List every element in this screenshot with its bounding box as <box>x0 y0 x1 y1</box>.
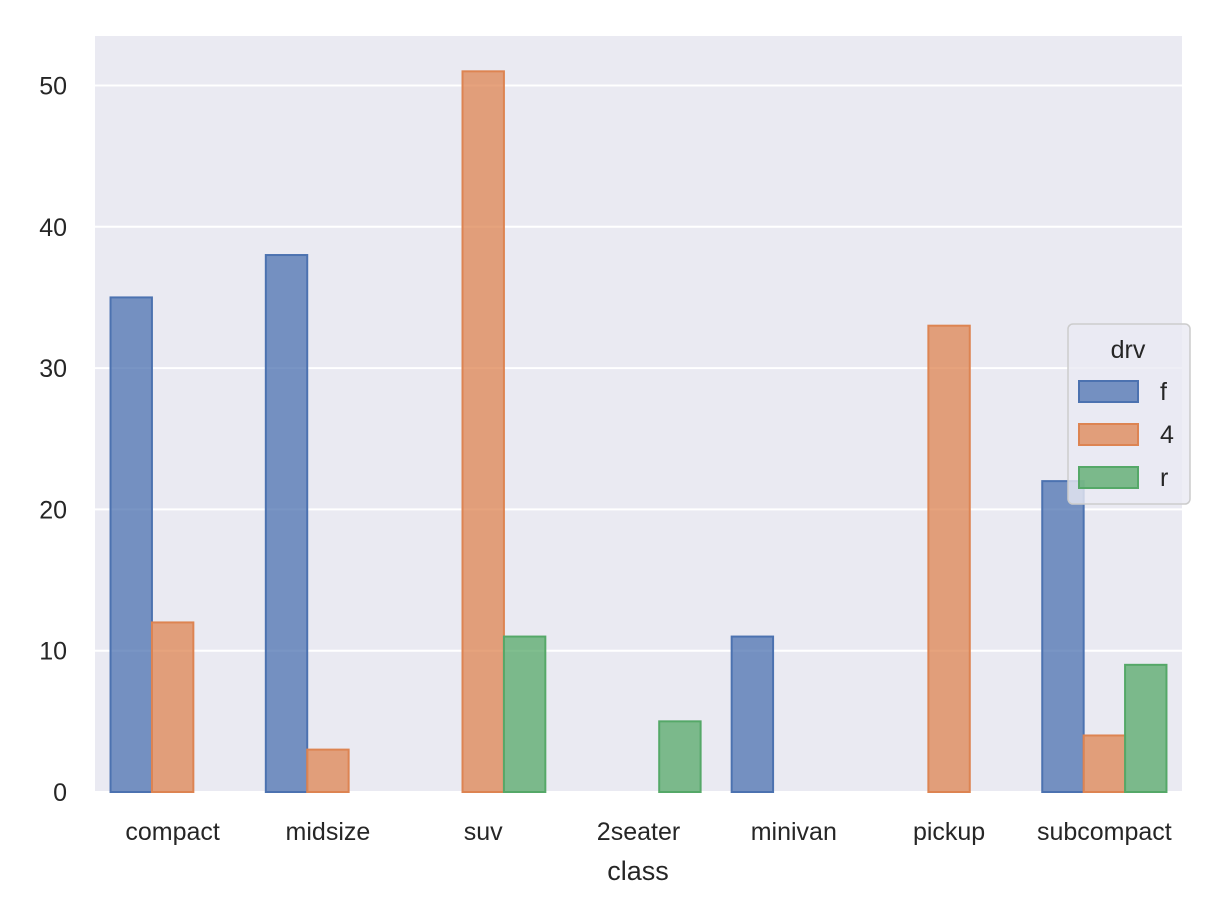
y-tick-label: 10 <box>39 638 67 666</box>
legend: drv f 4 r <box>1067 323 1191 505</box>
bar-minivan-f <box>730 635 775 793</box>
legend-swatch <box>1078 423 1139 446</box>
legend-frame <box>1067 323 1191 505</box>
x-tick-label: pickup <box>913 818 985 846</box>
bar-midsize-f <box>264 254 309 794</box>
x-tick-label: compact <box>125 818 220 846</box>
legend-title: drv <box>1111 336 1146 364</box>
bar-suv-r <box>502 635 547 793</box>
bar-pickup-4 <box>927 324 971 793</box>
legend-items: f 4 r <box>1078 378 1174 492</box>
y-tick-label: 40 <box>39 214 67 242</box>
bar-midsize-4 <box>306 748 350 794</box>
y-tick-label: 0 <box>53 779 67 807</box>
legend-swatch <box>1078 380 1139 403</box>
bars <box>109 70 1168 794</box>
bar-compact-f <box>109 296 153 793</box>
bar-subcompact-r <box>1124 663 1168 794</box>
legend-label: 4 <box>1160 421 1174 449</box>
bar-subcompact-4 <box>1082 734 1127 793</box>
bar-suv-4 <box>461 70 505 794</box>
x-tick-labels: compact midsize suv 2seater minivan pickup sub… <box>125 818 1171 846</box>
legend-swatch <box>1078 466 1139 489</box>
legend-label: r <box>1160 464 1168 492</box>
x-axis-label: class <box>607 856 669 886</box>
y-tick-label: 30 <box>39 355 67 383</box>
plot-background <box>95 36 1182 792</box>
x-tick-label: suv <box>464 818 503 846</box>
bar-compact-4 <box>150 621 195 794</box>
x-tick-label: 2seater <box>597 818 680 846</box>
x-tick-label: minivan <box>751 818 837 846</box>
bar-subcompact-f <box>1041 480 1085 793</box>
y-tick-label: 50 <box>39 72 67 100</box>
legend-label: f <box>1160 378 1167 406</box>
bar-2seater-r <box>658 720 702 793</box>
x-tick-label: subcompact <box>1037 818 1172 846</box>
x-tick-label: midsize <box>286 818 371 846</box>
y-tick-labels: 0 10 20 30 40 50 <box>39 72 67 807</box>
y-tick-label: 20 <box>39 496 67 524</box>
